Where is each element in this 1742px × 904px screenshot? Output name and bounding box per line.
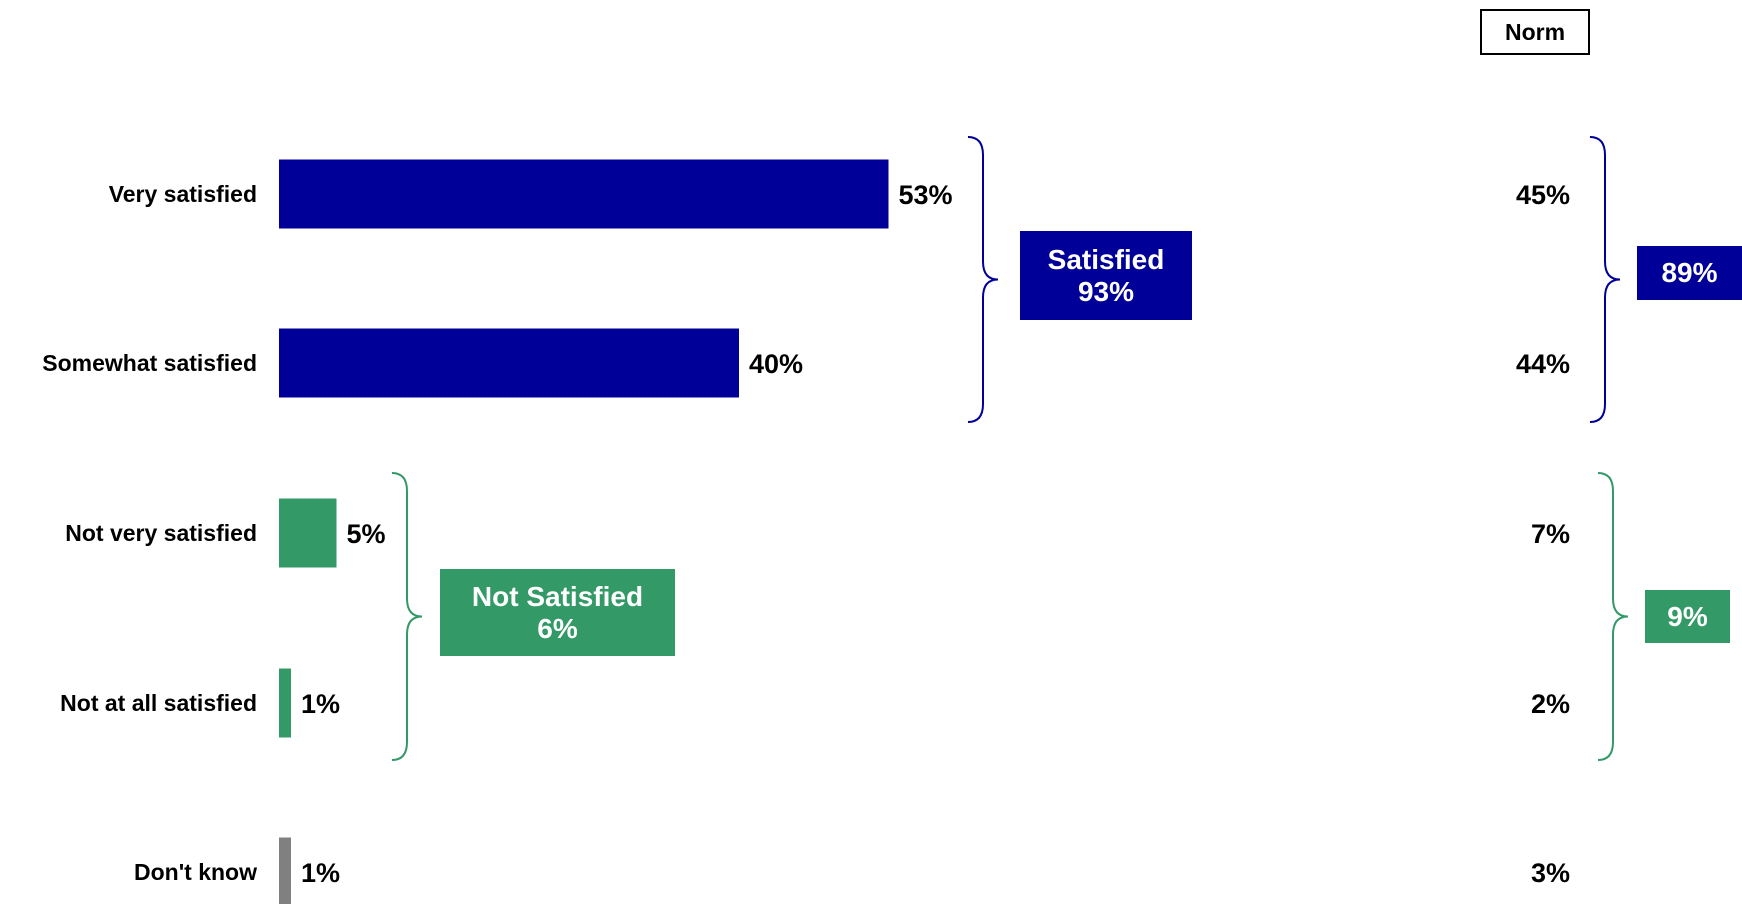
satisfied-norm-brace bbox=[1589, 136, 1621, 423]
value-label-not-very-satisfied: 5% bbox=[347, 519, 386, 549]
norm-header: Norm bbox=[1480, 9, 1590, 55]
satisfied-summary-value: 93% bbox=[1077, 275, 1135, 307]
satisfied-summary-box: Satisfied 93% bbox=[1020, 231, 1192, 320]
bar-somewhat-satisfied bbox=[279, 328, 739, 398]
norm-value-very-satisfied: 45% bbox=[1516, 180, 1570, 210]
value-label-very-satisfied: 53% bbox=[899, 180, 953, 210]
value-label-don-t-know: 1% bbox=[301, 858, 340, 888]
category-label-somewhat-satisfied: Somewhat satisfied bbox=[42, 350, 257, 376]
value-label-not-at-all-satisfied: 1% bbox=[301, 689, 340, 719]
bar-don-t-know bbox=[279, 837, 291, 904]
norm-value-somewhat-satisfied: 44% bbox=[1516, 349, 1570, 379]
not-satisfied-norm-value: 9% bbox=[1667, 600, 1708, 632]
norm-value-not-at-all-satisfied: 2% bbox=[1531, 689, 1570, 719]
satisfied-norm-value: 89% bbox=[1661, 257, 1718, 288]
category-label-don-t-know: Don't know bbox=[134, 859, 257, 885]
not-satisfied-norm-box: 9% bbox=[1645, 590, 1730, 643]
not-satisfied-summary-box: Not Satisfied 6% bbox=[440, 569, 675, 656]
satisfied-norm-box: 89% bbox=[1637, 246, 1742, 300]
not-satisfied-summary-title: Not Satisfied bbox=[471, 580, 644, 612]
bar-not-at-all-satisfied bbox=[279, 668, 291, 738]
bar-very-satisfied bbox=[279, 159, 889, 229]
category-label-not-at-all-satisfied: Not at all satisfied bbox=[60, 690, 257, 716]
satisfied-brace bbox=[967, 136, 999, 423]
bars-group: Very satisfied 53% 45% Somewhat satisfied 40… bbox=[42, 159, 1570, 904]
value-label-somewhat-satisfied: 40% bbox=[749, 349, 803, 379]
satisfied-summary-title: Satisfied bbox=[1047, 243, 1165, 275]
not-satisfied-norm-brace bbox=[1597, 472, 1629, 761]
norm-value-not-very-satisfied: 7% bbox=[1531, 519, 1570, 549]
category-label-not-very-satisfied: Not very satisfied bbox=[65, 520, 257, 546]
not-satisfied-summary-value: 6% bbox=[537, 612, 578, 644]
bar-not-very-satisfied bbox=[279, 498, 337, 568]
category-label-very-satisfied: Very satisfied bbox=[109, 181, 257, 207]
norm-value-don-t-know: 3% bbox=[1531, 858, 1570, 888]
not-satisfied-brace bbox=[391, 472, 423, 761]
braces-group bbox=[391, 136, 1629, 761]
